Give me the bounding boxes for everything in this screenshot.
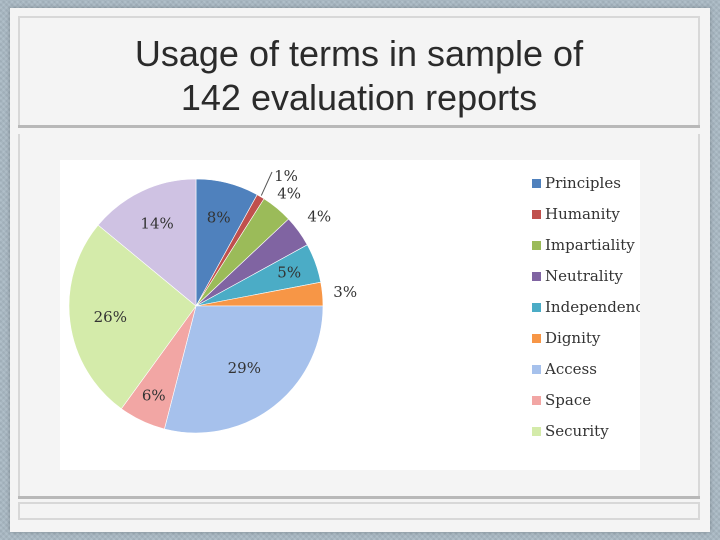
title-divider	[18, 125, 700, 128]
legend-swatch-dignity	[532, 334, 541, 343]
legend: Principles Humanity Impartiality Neutrality…	[532, 174, 640, 440]
legend-swatch-independence	[532, 303, 541, 312]
legend-swatch-access	[532, 365, 541, 374]
pie-slice-unnamed-9	[97, 178, 197, 307]
data-label-access: 29%	[228, 359, 261, 377]
title-line-2: 142 evaluation reports	[180, 77, 538, 118]
legend-label-dignity: Dignity	[545, 329, 601, 347]
leader-lines	[260, 171, 273, 196]
footer-divider	[18, 496, 700, 499]
pie-chart: 8% 1% 4% 4% 5% 3% 29% 6% 26% 14% Principles Humani…	[60, 160, 640, 470]
data-label-unnamed-9: 14%	[140, 214, 173, 232]
data-label-security: 26%	[94, 308, 127, 326]
leader-line-humanity	[260, 171, 273, 196]
data-label-space: 6%	[142, 387, 166, 405]
data-label-dignity: 3%	[333, 283, 357, 301]
legend-swatch-impartiality	[532, 241, 541, 250]
legend-label-space: Space	[545, 391, 591, 409]
legend-label-independence: Independence	[545, 298, 640, 316]
data-label-humanity: 1%	[274, 167, 298, 185]
pie-chart-svg: 8%1%4%4%5%3%29%6%26%14% PrinciplesHumani…	[68, 167, 640, 440]
data-label-independence: 5%	[277, 263, 301, 281]
data-label-principles: 8%	[207, 208, 231, 226]
data-label-neutrality: 4%	[307, 207, 331, 225]
legend-swatch-security	[532, 427, 541, 436]
legend-label-neutrality: Neutrality	[545, 267, 623, 285]
data-label-impartiality: 4%	[277, 185, 301, 203]
pie-slice-security	[68, 224, 197, 410]
content-area	[18, 134, 700, 496]
legend-swatch-principles	[532, 179, 541, 188]
pie-slices	[68, 178, 324, 434]
legend-swatch-space	[532, 396, 541, 405]
slide-title: Usage of terms in sample of 142 evaluati…	[20, 32, 698, 120]
legend-label-security: Security	[545, 422, 609, 440]
legend-label-access: Access	[544, 360, 597, 378]
legend-label-humanity: Humanity	[545, 205, 620, 223]
legend-label-principles: Principles	[545, 174, 621, 192]
legend-label-impartiality: Impartiality	[545, 236, 635, 254]
data-labels: 8%1%4%4%5%3%29%6%26%14%	[94, 167, 357, 405]
legend-swatch-humanity	[532, 210, 541, 219]
pie-slice-access	[164, 305, 324, 434]
legend-swatch-neutrality	[532, 272, 541, 281]
footer-box	[18, 502, 700, 520]
title-line-1: Usage of terms in sample of	[134, 33, 584, 74]
title-box: Usage of terms in sample of 142 evaluati…	[18, 16, 700, 128]
